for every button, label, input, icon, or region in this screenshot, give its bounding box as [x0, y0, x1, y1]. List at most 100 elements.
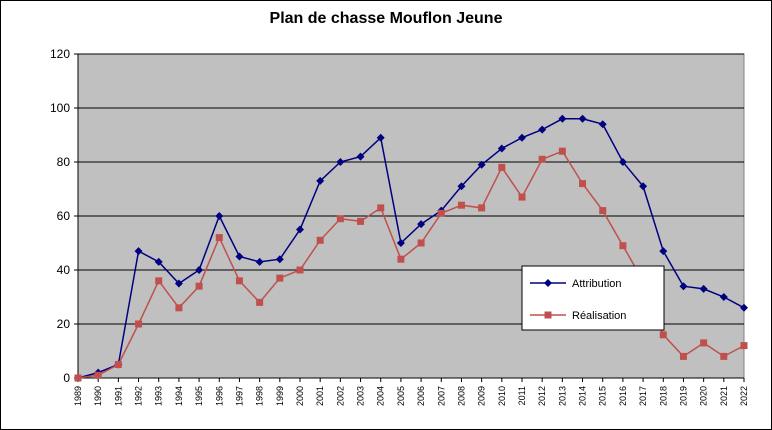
- data-point-attribution: [639, 182, 648, 191]
- x-tick-label: 2017: [638, 386, 648, 406]
- data-point-attribution: [740, 303, 748, 312]
- x-tick-label: 1998: [255, 386, 265, 406]
- x-tick-label: 2003: [356, 386, 366, 406]
- data-point-realisation: [558, 147, 566, 155]
- x-tick-label: 2022: [739, 386, 749, 406]
- legend-label: Réalisation: [572, 310, 626, 322]
- data-point-attribution: [356, 152, 365, 161]
- data-point-attribution: [618, 158, 627, 166]
- legend-marker-realisation: [544, 311, 552, 319]
- x-tick-label: 1994: [174, 386, 184, 406]
- y-tick-label: 40: [57, 263, 71, 277]
- data-point-realisation: [195, 282, 203, 290]
- x-tick-label: 2005: [396, 386, 406, 406]
- data-point-realisation: [155, 277, 163, 285]
- data-point-attribution: [396, 239, 405, 247]
- x-tick-label: 2000: [295, 386, 305, 406]
- data-point-realisation: [94, 371, 102, 379]
- data-point-attribution: [699, 284, 708, 293]
- data-point-realisation: [740, 342, 748, 350]
- data-point-attribution: [558, 114, 567, 123]
- data-point-attribution: [457, 182, 466, 191]
- x-tick-label: 1993: [154, 386, 164, 406]
- data-point-attribution: [296, 225, 304, 234]
- data-point-realisation: [135, 320, 143, 328]
- data-point-realisation: [296, 266, 304, 274]
- legend-label: Attribution: [572, 278, 622, 290]
- data-point-attribution: [215, 212, 224, 220]
- x-tick-label: 1996: [214, 386, 224, 406]
- data-point-realisation: [599, 207, 607, 215]
- data-point-attribution: [477, 160, 486, 169]
- data-point-attribution: [235, 252, 244, 261]
- data-point-attribution: [538, 125, 547, 134]
- x-tick-label: 2015: [598, 386, 608, 406]
- data-point-attribution: [578, 114, 587, 123]
- data-point-attribution: [134, 247, 143, 256]
- legend-marker-attribution: [544, 279, 552, 287]
- x-tick-label: 2007: [436, 386, 446, 406]
- data-point-realisation: [74, 374, 82, 382]
- data-point-realisation: [417, 239, 425, 247]
- x-tick-label: 2004: [376, 386, 386, 406]
- data-point-attribution: [316, 176, 325, 185]
- x-tick-label: 1999: [275, 386, 285, 406]
- y-tick-label: 100: [50, 101, 70, 115]
- x-tick-label: 2006: [416, 386, 426, 406]
- x-tick-label: 1992: [134, 386, 144, 406]
- data-point-realisation: [357, 217, 365, 225]
- data-point-realisation: [316, 236, 324, 244]
- data-point-attribution: [154, 257, 163, 266]
- data-point-attribution: [679, 282, 688, 291]
- data-point-realisation: [457, 201, 465, 209]
- data-point-realisation: [215, 234, 223, 242]
- data-point-attribution: [659, 247, 668, 256]
- chart-title: Plan de chasse Mouflon Jeune: [269, 10, 503, 27]
- y-tick-label: 60: [57, 209, 71, 223]
- x-tick-label: 2013: [557, 386, 567, 406]
- data-point-attribution: [497, 144, 506, 153]
- x-tick-label: 1995: [194, 386, 204, 406]
- data-point-realisation: [276, 274, 284, 282]
- data-point-realisation: [256, 298, 264, 306]
- x-tick-label: 2016: [618, 386, 628, 406]
- x-tick-label: 2014: [578, 386, 588, 406]
- x-tick-label: 2008: [456, 386, 466, 406]
- data-point-attribution: [195, 266, 204, 274]
- data-point-attribution: [336, 158, 345, 166]
- y-tick-label: 80: [57, 155, 71, 169]
- x-tick-label: 1990: [93, 386, 103, 406]
- data-point-realisation: [397, 255, 405, 263]
- data-point-realisation: [518, 193, 526, 201]
- x-tick-label: 2009: [477, 386, 487, 406]
- x-tick-label: 2012: [537, 386, 547, 406]
- data-point-realisation: [679, 352, 687, 360]
- data-point-attribution: [255, 257, 264, 266]
- data-point-attribution: [518, 133, 526, 142]
- data-point-attribution: [376, 133, 385, 142]
- x-tick-label: 1989: [73, 386, 83, 406]
- data-point-attribution: [598, 120, 607, 129]
- x-tick-label: 2021: [719, 386, 729, 406]
- series-line-attribution: [77, 118, 745, 379]
- y-tick-label: 0: [63, 371, 70, 385]
- data-point-realisation: [700, 339, 708, 347]
- x-tick-label: 2011: [517, 386, 527, 405]
- x-tick-label: 2002: [335, 386, 345, 406]
- data-point-realisation: [114, 361, 122, 368]
- data-point-realisation: [437, 209, 445, 217]
- x-tick-label: 2001: [315, 386, 325, 406]
- legend-box: [521, 265, 665, 331]
- data-point-realisation: [659, 331, 667, 339]
- x-tick-label: 2018: [658, 386, 668, 406]
- data-point-realisation: [720, 352, 728, 360]
- data-point-realisation: [579, 180, 587, 188]
- data-point-realisation: [336, 215, 344, 223]
- series-line-realisation: [77, 150, 745, 379]
- x-tick-label: 1997: [234, 386, 244, 406]
- x-tick-label: 2019: [678, 386, 688, 406]
- data-point-attribution: [275, 255, 284, 264]
- data-point-realisation: [478, 204, 486, 212]
- data-point-realisation: [377, 204, 385, 212]
